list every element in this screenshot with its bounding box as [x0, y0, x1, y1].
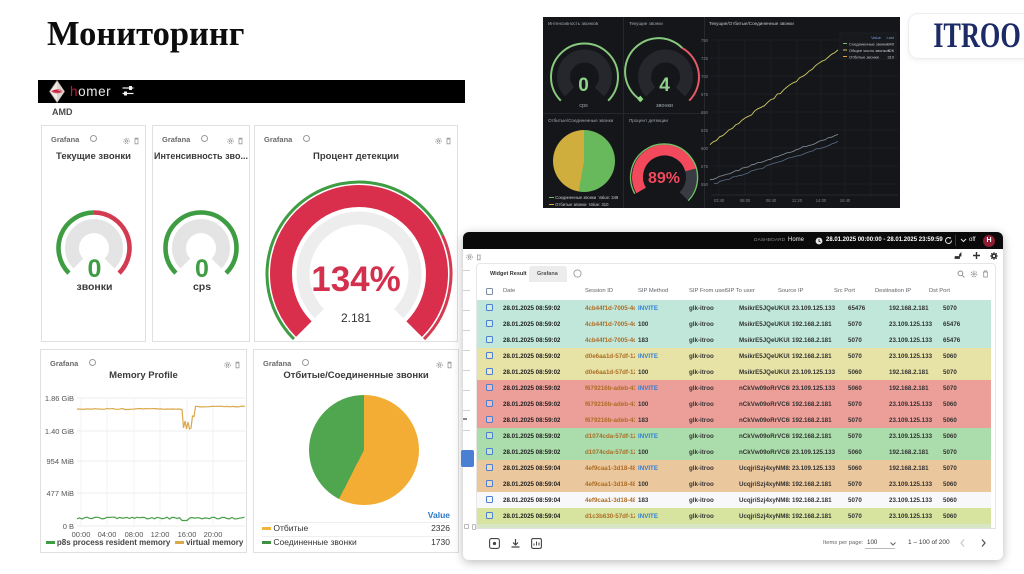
svg-text:Соединенные звонки: Соединенные звонки — [849, 42, 888, 47]
svg-text:550: 550 — [701, 182, 709, 187]
svg-text:08:40: 08:40 — [766, 198, 777, 203]
svg-text:16:00: 16:00 — [178, 530, 197, 539]
svg-text:575: 575 — [701, 164, 709, 169]
svg-text:1.86 GiB: 1.86 GiB — [45, 394, 74, 403]
svg-text:726: 726 — [887, 48, 894, 53]
svg-text:12:00: 12:00 — [151, 530, 170, 539]
svg-text:20:00: 20:00 — [204, 530, 223, 539]
svg-text:Last: Last — [886, 35, 894, 40]
svg-text:0 B: 0 B — [63, 522, 74, 531]
svg-text:Value: Value — [871, 35, 882, 40]
svg-text:725: 725 — [701, 56, 709, 61]
svg-text:Отбитые звонки: Отбитые звонки — [849, 55, 879, 60]
svg-text:08:00: 08:00 — [125, 530, 144, 539]
svg-text:16:40: 16:40 — [840, 198, 851, 203]
svg-text:14:00: 14:00 — [816, 198, 827, 203]
svg-text:954 MiB: 954 MiB — [46, 457, 74, 466]
svg-text:750: 750 — [701, 38, 709, 43]
svg-text:477 MiB: 477 MiB — [46, 489, 74, 498]
svg-text:00:00: 00:00 — [72, 530, 91, 539]
svg-text:349: 349 — [887, 42, 894, 47]
svg-text:310: 310 — [887, 55, 894, 60]
svg-text:700: 700 — [701, 74, 709, 79]
svg-text:650: 650 — [701, 110, 709, 115]
svg-text:06:00: 06:00 — [740, 198, 751, 203]
svg-text:1.40 GiB: 1.40 GiB — [45, 427, 74, 436]
svg-text:600: 600 — [701, 146, 709, 151]
svg-text:675: 675 — [701, 92, 709, 97]
svg-text:04:00: 04:00 — [98, 530, 117, 539]
svg-text:Общее число звонков: Общее число звонков — [849, 48, 890, 53]
svg-text:03:40: 03:40 — [714, 198, 725, 203]
svg-text:625: 625 — [701, 128, 709, 133]
svg-text:11:20: 11:20 — [792, 198, 803, 203]
